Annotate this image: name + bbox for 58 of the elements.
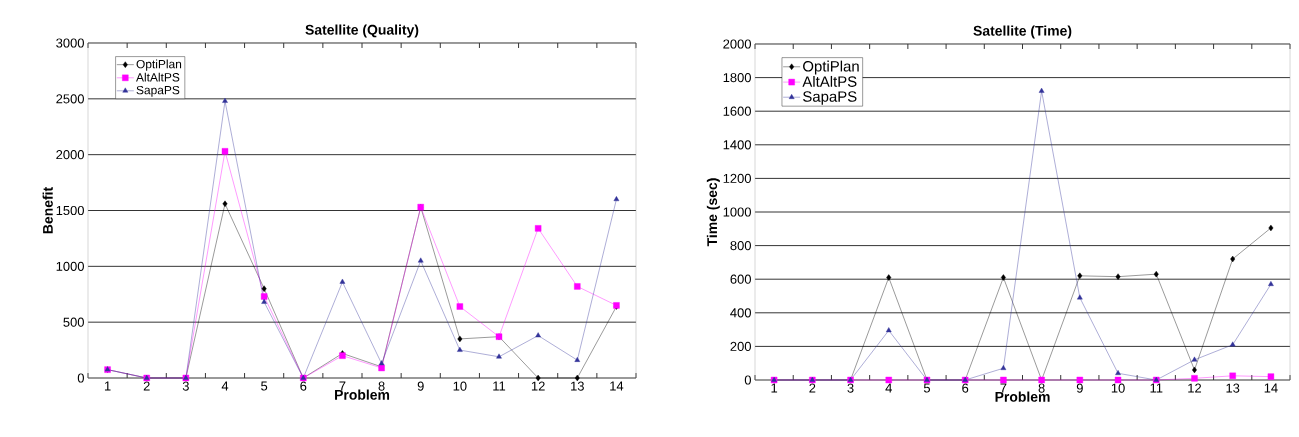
y-tick-label: 2000: [723, 39, 751, 49]
y-tick-label: 200: [730, 341, 751, 351]
x-tick-label: 10: [1111, 383, 1125, 393]
x-tick-label: 5: [261, 381, 268, 391]
y-tick-label: 1800: [723, 73, 751, 83]
x-axis-title: Problem: [995, 391, 1050, 402]
x-tick-label: 9: [417, 381, 424, 391]
y-tick-label: 2000: [56, 150, 84, 160]
x-tick-label: 1: [771, 383, 778, 393]
x-tick-label: 7: [339, 381, 346, 391]
x-tick-label: 2: [143, 381, 150, 391]
x-tick-label: 6: [962, 383, 969, 393]
x-tick-label: 11: [493, 381, 506, 391]
x-tick-label: 12: [1188, 383, 1202, 393]
x-tick-label: 3: [182, 381, 189, 391]
x-tick-label: 4: [885, 383, 892, 393]
y-tick-label: 1600: [723, 106, 751, 116]
y-tick-label: 2500: [56, 94, 84, 104]
y-tick-label: 3000: [56, 38, 84, 48]
y-tick-label: 400: [730, 308, 751, 318]
x-tick-label: 14: [1264, 383, 1278, 393]
x-tick-label: 1: [104, 381, 111, 391]
x-tick-label: 7: [1000, 383, 1007, 393]
x-tick-label: 8: [1038, 383, 1045, 393]
chart-title: Satellite (Quality): [305, 24, 419, 38]
y-tick-label: 1400: [723, 140, 751, 150]
y-tick-label: 1000: [56, 261, 84, 271]
x-tick-label: 4: [221, 381, 229, 391]
x-tick-label: 14: [610, 381, 624, 391]
x-tick-label: 11: [1150, 383, 1163, 393]
y-tick-label: 600: [730, 274, 751, 284]
legend-label: SapaPS: [803, 91, 857, 105]
legend-label: SapaPS: [136, 85, 180, 97]
chart-title: Satellite (Time): [973, 25, 1072, 39]
x-tick-label: 2: [809, 383, 816, 393]
x-tick-label: 10: [453, 381, 467, 391]
y-tick-label: 1200: [723, 173, 751, 183]
y-tick-label: 500: [63, 317, 84, 327]
legend-label: AltAltPS: [136, 72, 180, 82]
y-tick-label: 1500: [56, 205, 84, 216]
y-tick-label: 1000: [723, 207, 751, 217]
x-tick-label: 13: [1226, 383, 1240, 393]
x-tick-label: 3: [847, 383, 854, 393]
y-axis-title: Benefit: [42, 187, 53, 234]
legend-label: OptiPlan: [136, 59, 182, 71]
y-tick-label: 0: [744, 375, 751, 385]
y-tick-label: 0: [77, 373, 84, 383]
y-tick-label: 800: [730, 241, 751, 251]
x-tick-label: 6: [300, 381, 307, 391]
x-tick-label: 12: [531, 381, 545, 391]
legend-label: AltAltPS: [802, 75, 857, 87]
y-axis-title: Time (sec): [706, 178, 720, 247]
x-axis-title: Problem: [335, 389, 390, 400]
legend-label: OptiPlan: [803, 60, 859, 75]
x-tick-label: 13: [571, 381, 584, 391]
x-tick-label: 9: [1076, 383, 1083, 393]
x-tick-label: 5: [923, 383, 931, 393]
x-tick-label: 8: [378, 381, 385, 391]
